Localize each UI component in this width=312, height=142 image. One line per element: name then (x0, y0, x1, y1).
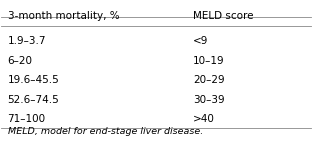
Text: 19.6–45.5: 19.6–45.5 (7, 75, 59, 85)
Text: 20–29: 20–29 (193, 75, 225, 85)
Text: >40: >40 (193, 114, 215, 124)
Text: 71–100: 71–100 (7, 114, 46, 124)
Text: 1.9–3.7: 1.9–3.7 (7, 36, 46, 46)
Text: 6–20: 6–20 (7, 56, 32, 66)
Text: 52.6–74.5: 52.6–74.5 (7, 95, 59, 105)
Text: 30–39: 30–39 (193, 95, 225, 105)
Text: MELD score: MELD score (193, 11, 254, 21)
Text: MELD, model for end-stage liver disease.: MELD, model for end-stage liver disease. (7, 127, 203, 136)
Text: <9: <9 (193, 36, 208, 46)
Text: 10–19: 10–19 (193, 56, 225, 66)
Text: 3-month mortality, %: 3-month mortality, % (7, 11, 119, 21)
